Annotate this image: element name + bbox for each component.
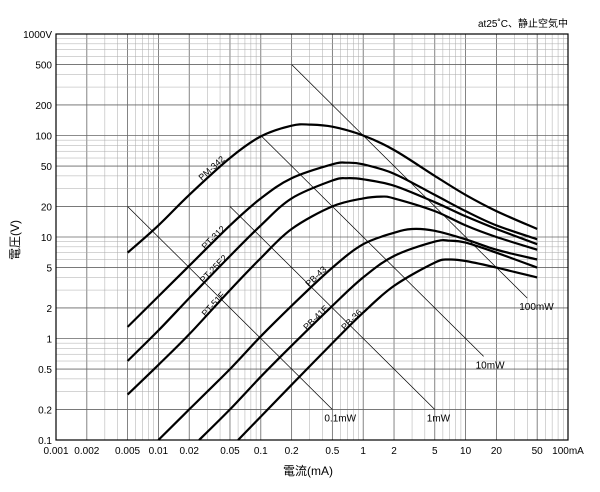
series-curve [198,239,538,441]
plot-frame [55,33,569,441]
x-tick-label: 50 [532,446,544,457]
series-curves [126,123,538,441]
power-line-label: 0.1mW [324,413,356,424]
x-tick-label: 0.001 [43,446,68,457]
y-tick-label: 0.1 [38,436,52,447]
x-tick-label: 100mA [552,446,584,457]
x-tick-label: 1 [360,446,366,457]
power-line [127,206,333,410]
series-label: PT-312 [200,224,228,252]
y-tick-label: 20 [41,202,53,213]
y-tick-label: 5 [46,264,52,275]
x-tick-label: 0.2 [285,446,299,457]
series-curve [157,227,538,441]
x-tick-label: 2 [391,446,397,457]
power-line [229,206,436,410]
x-tick-label: 20 [491,446,503,457]
series-curve [126,195,538,396]
y-tick-label: 100 [35,132,52,143]
x-tick-label: 0.002 [74,446,99,457]
y-tick-label: 10 [41,233,53,244]
series-label: PT-25E2 [198,253,230,285]
series-curve [126,161,538,328]
x-tick-label: 0.5 [325,446,339,457]
series-curve [126,177,538,362]
y-tick-label: 50 [41,162,53,173]
series-label: PB-41E [301,303,330,332]
tick-labels: 0.001 0.002 0.005 0.01 0.02 0.05 0.1 0.2 0.5 1 2 5 1… [23,30,584,457]
power-line [260,135,484,357]
power-line-label: 1mW [427,413,451,424]
series-curve [126,123,538,254]
y-tick-label: 2 [46,304,52,315]
condition-note: at25˚C、静止空気中 [478,17,568,30]
power-lines: 0.1mW 1mW 10mW 100mW [127,64,554,424]
y-tick-label: 0.2 [38,405,52,416]
x-tick-label: 0.05 [220,446,240,457]
series-label: PT-51F [200,290,228,319]
y-tick-label: 500 [35,61,52,72]
y-axis-label: 電圧(V) [8,220,22,260]
power-line-label: 100mW [519,302,554,313]
x-tick-label: 5 [432,446,438,457]
x-tick-label: 0.01 [149,446,169,457]
y-tick-label: 0.5 [38,365,52,376]
x-axis-label: 電流(mA) [283,464,333,478]
series-curve [237,258,538,441]
y-tick-label: 1000V [23,30,52,41]
x-tick-label: 0.02 [179,446,199,457]
power-line-label: 10mW [476,360,505,371]
y-tick-label: 200 [35,101,52,112]
grid [55,34,568,441]
x-tick-label: 0.1 [254,446,268,457]
series-label: PB-36 [339,307,364,332]
x-tick-label: 10 [460,446,472,457]
x-tick-label: 0.005 [115,446,140,457]
y-tick-label: 1 [46,335,52,346]
